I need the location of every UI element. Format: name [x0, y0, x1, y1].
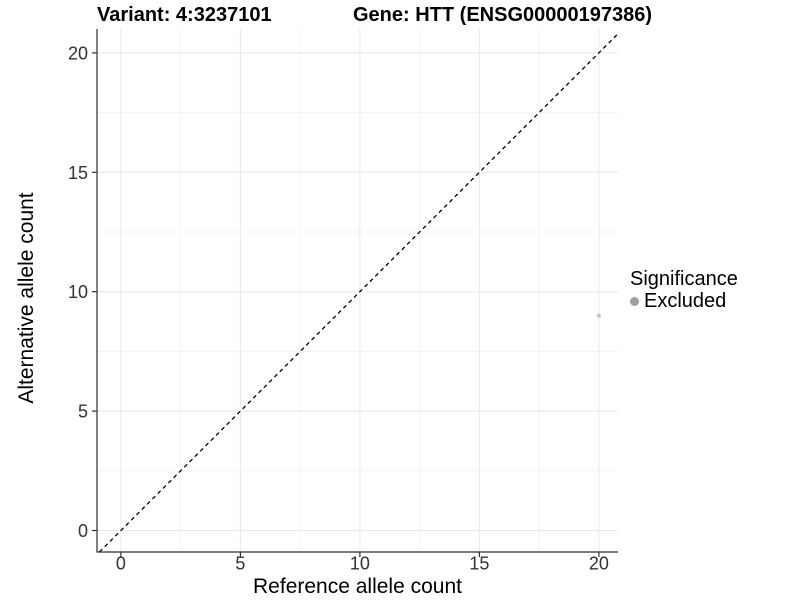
y-tick-label: 10 [68, 282, 88, 302]
legend-item-label: Excluded [644, 290, 727, 312]
legend: Significance Excluded [630, 268, 738, 312]
legend-point-icon [630, 296, 639, 306]
legend-item-excluded: Excluded [630, 290, 738, 312]
data-point [596, 313, 601, 318]
x-tick-label: 15 [469, 554, 489, 574]
legend-title: Significance [630, 268, 738, 290]
x-tick-label: 20 [589, 554, 609, 574]
y-axis-title: Alternative allele count [15, 192, 38, 404]
x-axis-title: Reference allele count [253, 575, 462, 598]
y-tick-label: 15 [68, 163, 88, 183]
plot-title-gene: Gene: HTT (ENSG00000197386) [353, 4, 653, 26]
y-tick-label: 0 [78, 521, 88, 541]
x-tick-label: 0 [116, 554, 126, 574]
x-tick-label: 5 [235, 554, 245, 574]
x-tick-label: 10 [350, 554, 370, 574]
y-tick-label: 5 [78, 402, 88, 422]
y-tick-label: 20 [68, 43, 88, 63]
plot-title-variant: Variant: 4:3237101 [97, 4, 272, 26]
identity-dashed-line [98, 33, 619, 553]
